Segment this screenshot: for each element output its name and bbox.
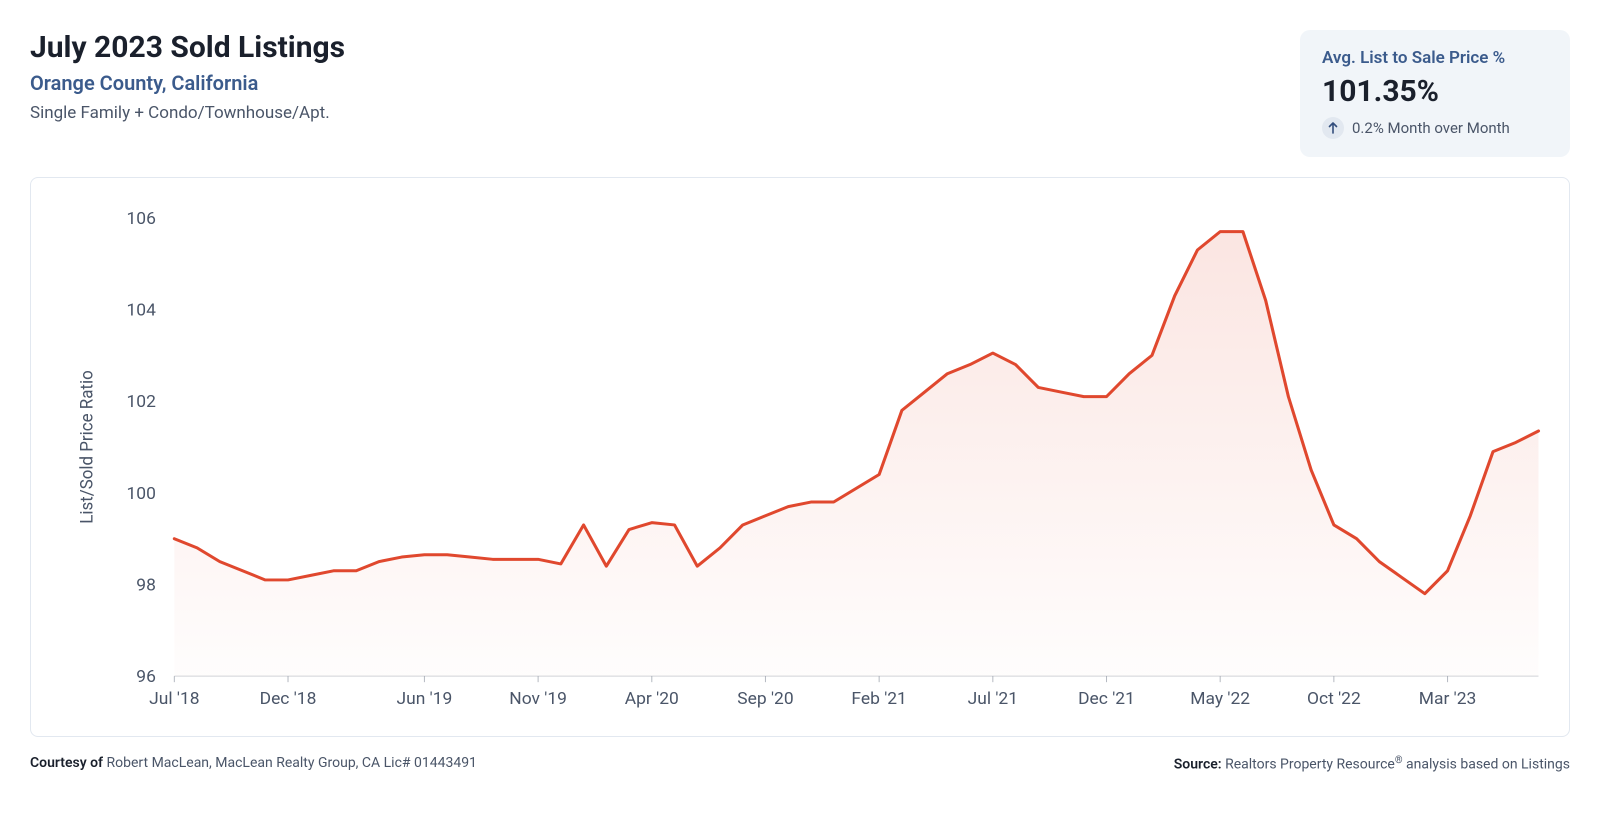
svg-text:Dec '21: Dec '21 [1078,689,1135,709]
courtesy-label: Courtesy of [30,755,103,771]
source-text-pre: Realtors Property Resource [1225,757,1395,773]
svg-text:96: 96 [136,667,156,687]
chart-container: 96 98 100 102 104 106 List/Sold Price Ratio Jul… [30,177,1570,737]
header-row: July 2023 Sold Listings Orange County, C… [30,30,1570,157]
header-left: July 2023 Sold Listings Orange County, C… [30,30,1300,123]
property-types: Single Family + Condo/Townhouse/Apt. [30,103,1300,123]
svg-text:Oct '22: Oct '22 [1307,689,1361,709]
svg-text:Feb '21: Feb '21 [851,689,906,709]
stat-change: 0.2% Month over Month [1322,117,1548,139]
svg-text:100: 100 [127,484,156,504]
stat-value: 101.35% [1322,74,1548,109]
registered-icon: ® [1395,755,1403,766]
svg-text:Dec '18: Dec '18 [260,689,317,709]
stat-label: Avg. List to Sale Price % [1322,48,1548,68]
stat-change-text: 0.2% Month over Month [1352,119,1510,137]
footer-source: Source: Realtors Property Resource® anal… [1174,755,1570,773]
svg-text:May '22: May '22 [1190,689,1250,709]
source-text-post: analysis based on Listings [1403,757,1570,773]
footer-courtesy: Courtesy of Robert MacLean, MacLean Real… [30,755,477,773]
courtesy-text: Robert MacLean, MacLean Realty Group, CA… [107,755,477,771]
svg-text:Nov '19: Nov '19 [509,689,567,709]
svg-text:104: 104 [127,301,157,321]
svg-text:List/Sold Price Ratio: List/Sold Price Ratio [77,370,97,524]
svg-text:102: 102 [127,392,157,412]
svg-text:Apr '20: Apr '20 [625,689,679,709]
page-title: July 2023 Sold Listings [30,30,1300,65]
svg-text:98: 98 [136,576,156,596]
svg-text:Jun '19: Jun '19 [397,689,453,709]
arrow-up-icon [1322,117,1344,139]
svg-text:Sep '20: Sep '20 [737,689,793,709]
svg-text:Jul '21: Jul '21 [968,689,1018,709]
svg-text:Jul '18: Jul '18 [149,689,199,709]
svg-text:Mar '23: Mar '23 [1419,689,1477,709]
stat-box: Avg. List to Sale Price % 101.35% 0.2% M… [1300,30,1570,157]
source-label: Source: [1174,757,1222,773]
area-chart: 96 98 100 102 104 106 List/Sold Price Ratio Jul… [41,188,1559,726]
location-subtitle: Orange County, California [30,71,1300,95]
footer-row: Courtesy of Robert MacLean, MacLean Real… [30,755,1570,773]
svg-text:106: 106 [127,209,156,229]
